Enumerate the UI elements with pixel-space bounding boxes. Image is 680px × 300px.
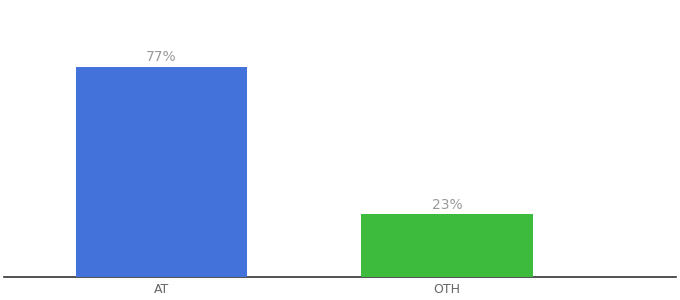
Text: 77%: 77% [146,50,177,64]
Text: 23%: 23% [432,198,462,212]
Bar [362,214,533,277]
Bar [75,67,247,277]
